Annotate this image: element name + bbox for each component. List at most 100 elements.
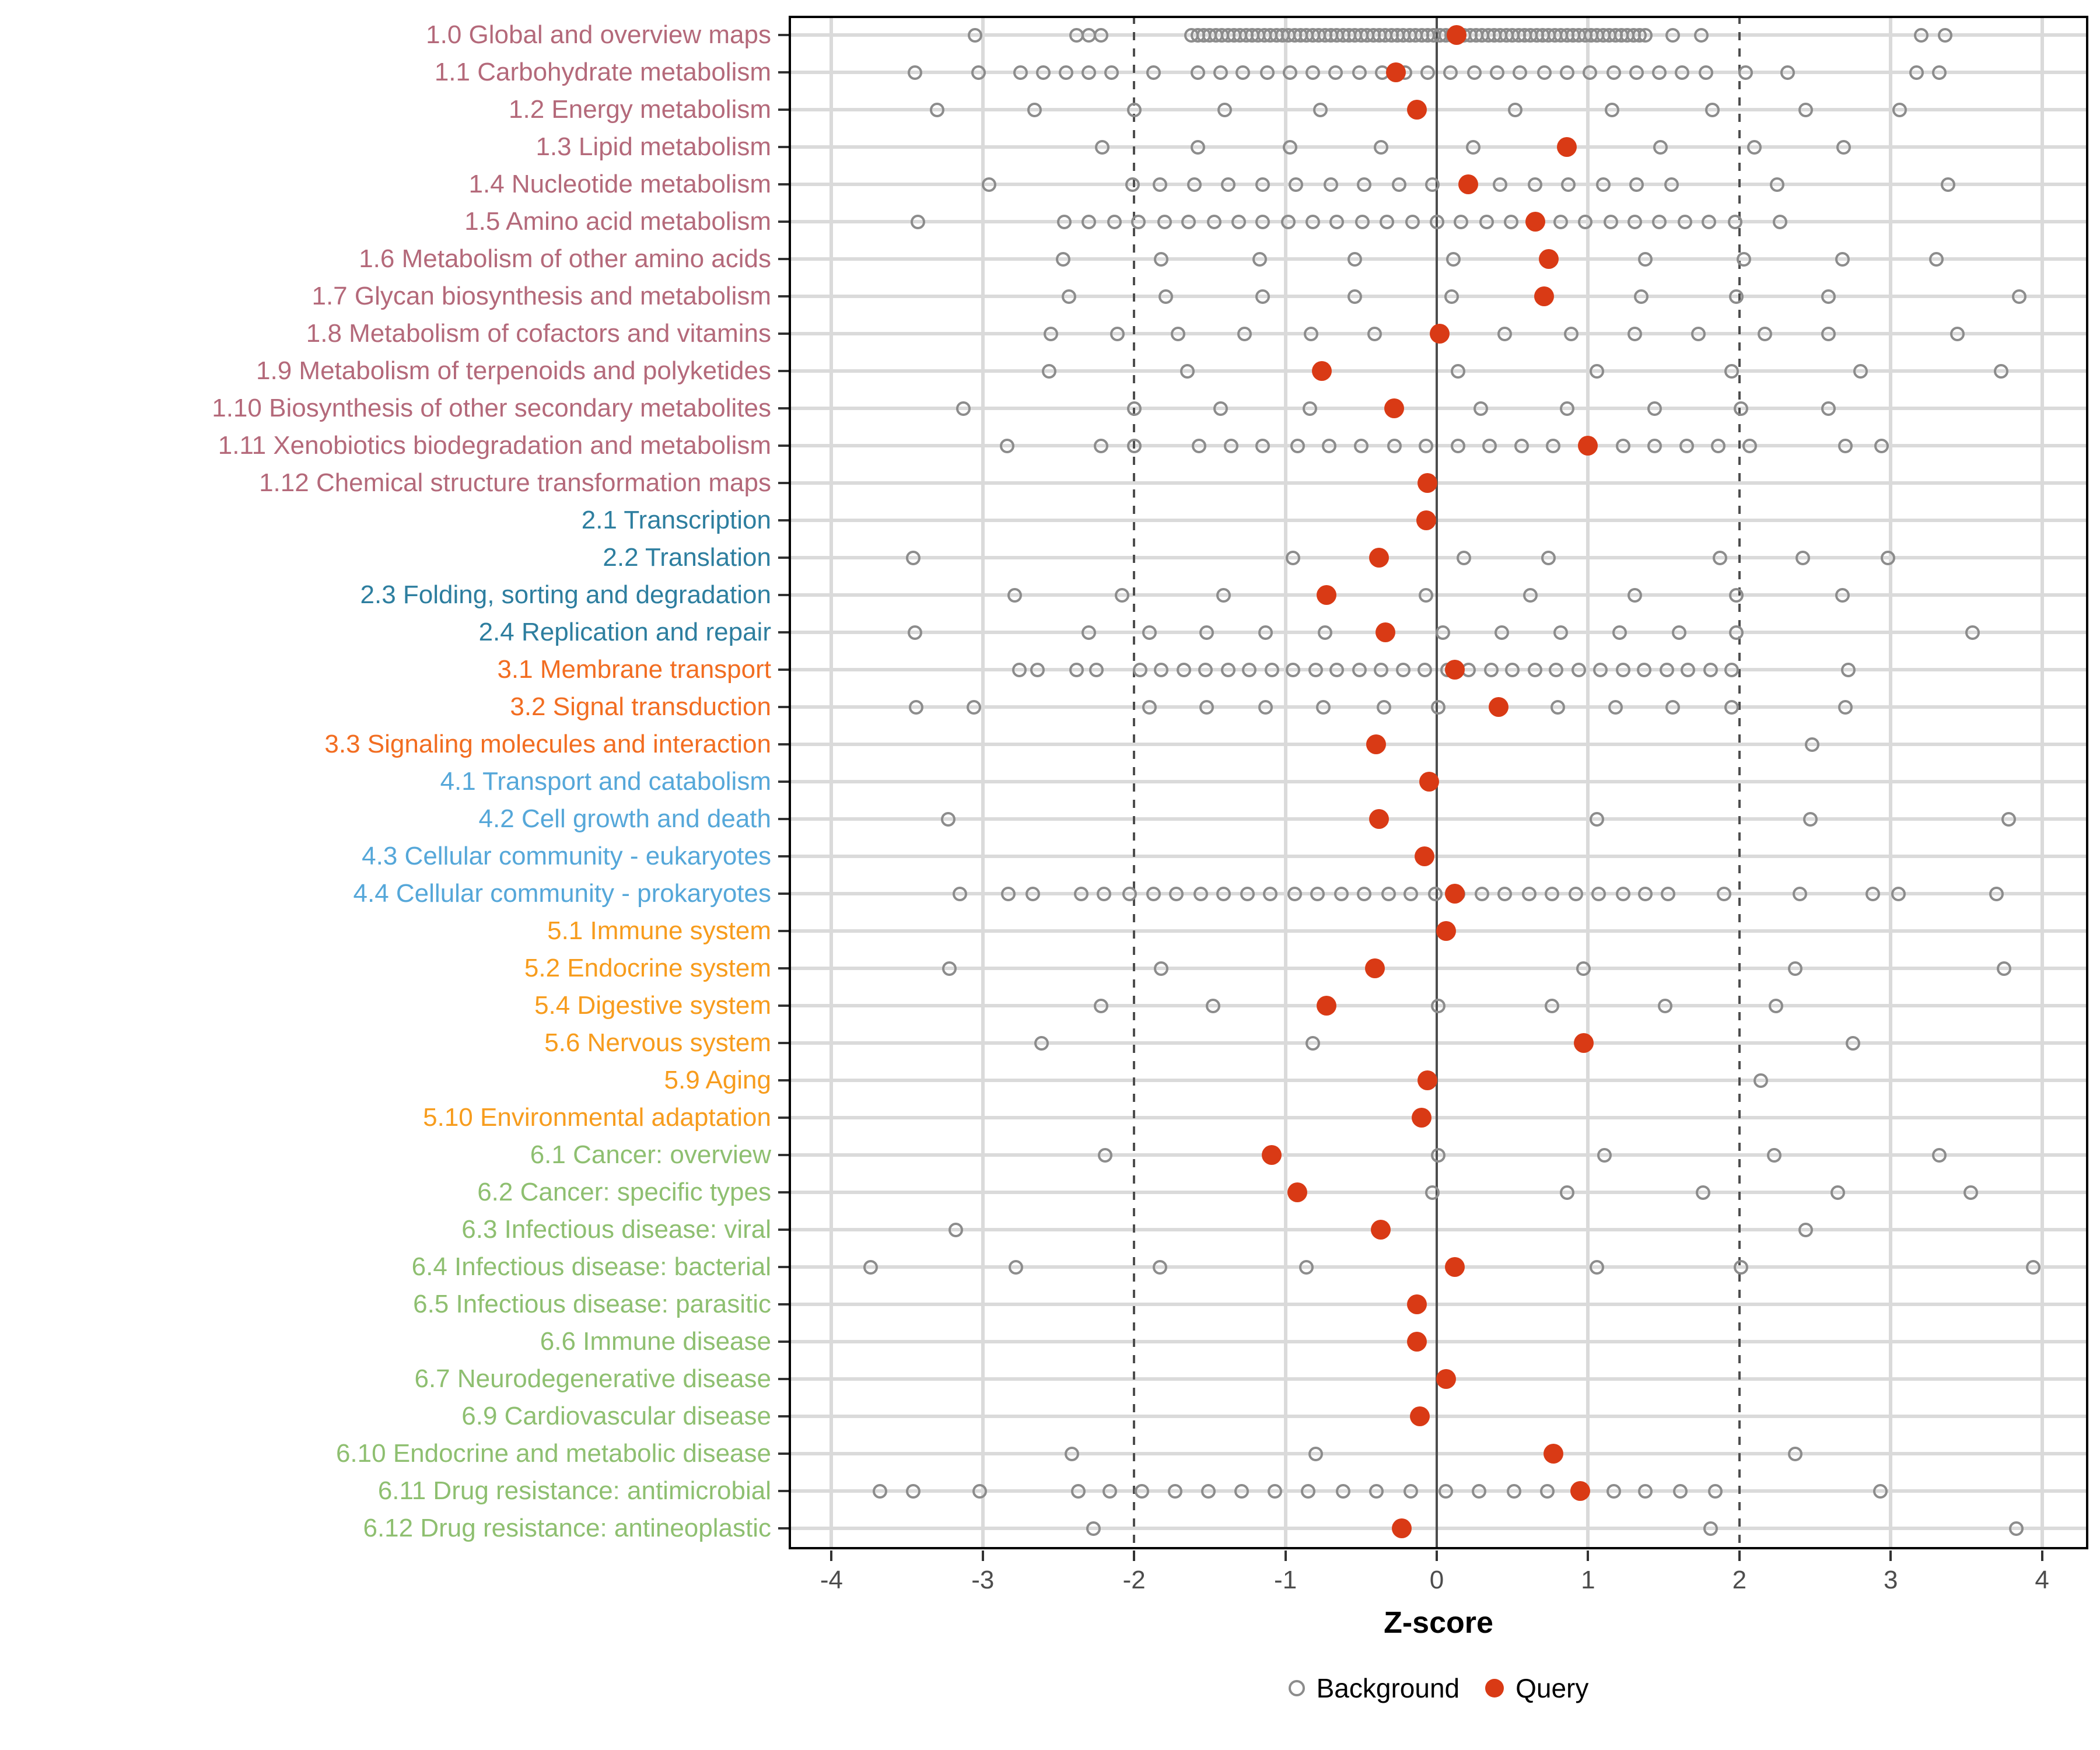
- background-point: [942, 961, 957, 976]
- query-point: [1446, 25, 1466, 45]
- query-point: [1570, 1481, 1591, 1501]
- background-point: [1450, 438, 1465, 453]
- background-point: [1213, 401, 1228, 416]
- background-point: [2001, 811, 2017, 827]
- row-gridline: [789, 145, 2088, 149]
- x-gridline: [2040, 16, 2044, 1549]
- background-point: [1444, 289, 1460, 304]
- y-axis-label: 1.0 Global and overview maps: [426, 20, 771, 49]
- background-point: [1073, 886, 1088, 901]
- y-axis-label: 3.2 Signal transduction: [510, 692, 771, 721]
- filled-circle-icon: [1485, 1679, 1504, 1698]
- query-point: [1418, 473, 1438, 493]
- background-point: [1638, 251, 1653, 267]
- background-point: [1931, 65, 1947, 80]
- background-point: [907, 65, 922, 80]
- background-point: [1104, 65, 1119, 80]
- background-point: [1638, 1483, 1653, 1499]
- background-point: [1691, 326, 1706, 341]
- background-point: [1753, 1073, 1768, 1088]
- background-point: [1561, 177, 1576, 192]
- background-point: [1703, 1521, 1718, 1536]
- background-point: [1142, 625, 1157, 640]
- y-axis-tick: [778, 1005, 789, 1007]
- background-point: [1450, 363, 1465, 379]
- query-point: [1445, 660, 1465, 680]
- background-point: [1493, 177, 1508, 192]
- background-point: [1494, 625, 1510, 640]
- y-axis-tick: [778, 1154, 789, 1156]
- background-point: [907, 625, 922, 640]
- background-point: [1559, 65, 1574, 80]
- background-point: [1712, 550, 1727, 565]
- background-point: [1724, 363, 1740, 379]
- row-gridline: [789, 1489, 2088, 1493]
- background-point: [1396, 662, 1411, 677]
- background-point: [1289, 177, 1304, 192]
- row-gridline: [789, 1340, 2088, 1343]
- background-point: [1629, 65, 1644, 80]
- row-gridline: [789, 556, 2088, 559]
- background-point: [1299, 1259, 1314, 1275]
- y-axis-label: 1.2 Energy metabolism: [509, 95, 771, 124]
- background-point: [1629, 177, 1644, 192]
- background-point: [1590, 1259, 1605, 1275]
- y-axis-label: 2.2 Translation: [603, 543, 771, 572]
- background-point: [1758, 326, 1773, 341]
- x-axis-title: Z-score: [1384, 1606, 1493, 1640]
- query-point: [1534, 286, 1555, 306]
- y-axis-tick: [778, 1303, 789, 1306]
- row-gridline: [789, 1527, 2088, 1530]
- query-point: [1369, 809, 1390, 829]
- y-axis-tick: [778, 1079, 789, 1082]
- background-point: [1674, 65, 1689, 80]
- background-point: [1638, 886, 1653, 901]
- background-point: [1528, 662, 1543, 677]
- background-point: [1699, 65, 1714, 80]
- y-axis-label: 6.5 Infectious disease: parasitic: [413, 1290, 771, 1318]
- background-point: [1628, 587, 1643, 603]
- background-point: [1773, 214, 1788, 229]
- y-axis-tick: [778, 258, 789, 260]
- row-gridline: [789, 855, 2088, 858]
- background-point: [1154, 662, 1169, 677]
- background-point: [1891, 886, 1906, 901]
- background-point: [1707, 1483, 1723, 1499]
- background-point: [1679, 438, 1694, 453]
- background-point: [1454, 214, 1469, 229]
- background-point: [2025, 1259, 2041, 1275]
- background-point: [971, 65, 986, 80]
- legend-item-query: Query: [1485, 1672, 1588, 1704]
- background-point: [1205, 998, 1220, 1013]
- background-point: [1703, 662, 1718, 677]
- y-axis-label: 3.1 Membrane transport: [497, 655, 771, 684]
- background-point: [1591, 886, 1606, 901]
- y-axis-label: 1.1 Carbohydrate metabolism: [434, 58, 771, 86]
- background-point: [1093, 27, 1108, 43]
- query-point: [1430, 324, 1450, 344]
- background-point: [1007, 587, 1022, 603]
- background-point: [1651, 65, 1667, 80]
- background-point: [930, 102, 945, 117]
- y-axis-tick: [778, 855, 789, 858]
- background-point: [1405, 214, 1420, 229]
- y-axis-tick: [778, 295, 789, 298]
- query-point: [1407, 100, 1427, 120]
- background-point: [1435, 625, 1450, 640]
- background-point: [1659, 662, 1674, 677]
- background-point: [1328, 65, 1343, 80]
- background-point: [1315, 699, 1331, 715]
- background-point: [1044, 326, 1059, 341]
- background-point: [1081, 65, 1096, 80]
- background-point: [1766, 1147, 1782, 1163]
- background-point: [1081, 214, 1096, 229]
- background-point: [1647, 401, 1662, 416]
- background-point: [1095, 139, 1110, 155]
- x-axis-tick-label: 4: [2035, 1566, 2049, 1594]
- x-axis-tick: [1587, 1550, 1590, 1561]
- y-axis-tick: [778, 1415, 789, 1418]
- background-point: [1597, 1147, 1612, 1163]
- y-axis-label: 1.10 Biosynthesis of other secondary met…: [212, 394, 771, 422]
- background-point: [1605, 102, 1620, 117]
- background-point: [1302, 401, 1317, 416]
